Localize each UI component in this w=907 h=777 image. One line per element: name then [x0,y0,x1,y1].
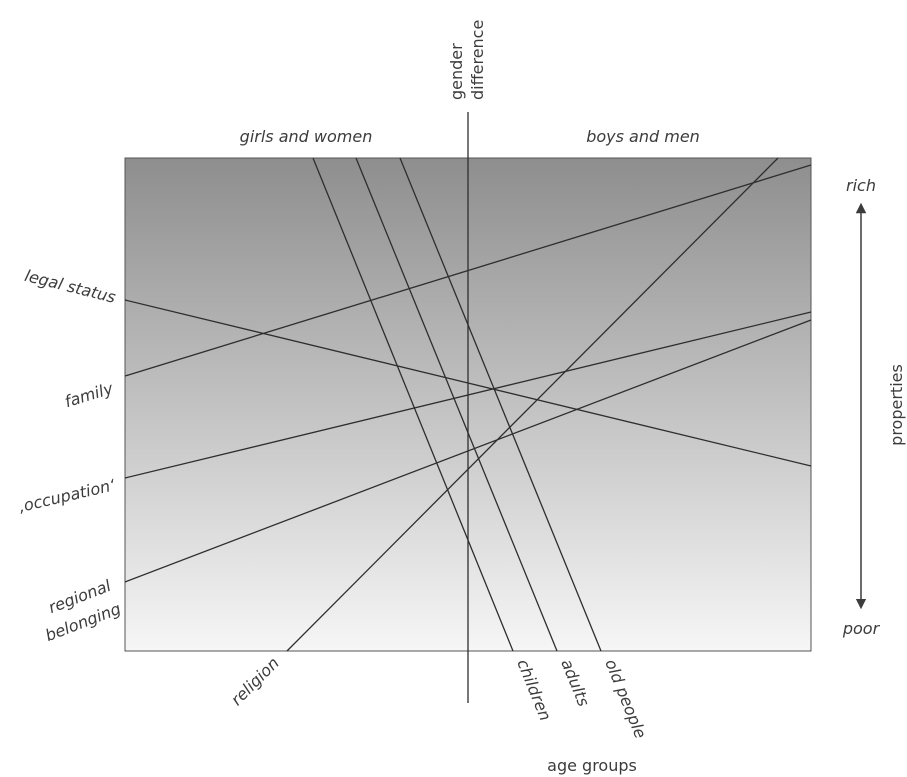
children-line [312,157,514,652]
gender-difference-label-line1: gender [447,43,466,100]
properties-label: properties [887,364,906,446]
poor-label: poor [842,619,881,638]
age-groups-label: age groups [547,756,637,775]
family-label: family [62,379,115,412]
boys-and-men-label: boys and men [586,127,700,146]
legal-status-label: legal status [23,266,118,307]
adults-line [355,157,558,652]
gender-difference-label-line2: difference [468,20,487,100]
children-label: children [513,656,555,723]
girls-and-women-label: girls and women [240,127,373,146]
old-people-label: old people [601,656,650,741]
old-people-line [399,157,602,652]
religion-line [286,157,779,652]
occupation-label: ‚occupation‘ [17,475,118,516]
adults-label: adults [557,656,593,709]
rich-label: rich [846,176,876,195]
religion-label: religion [227,653,283,709]
